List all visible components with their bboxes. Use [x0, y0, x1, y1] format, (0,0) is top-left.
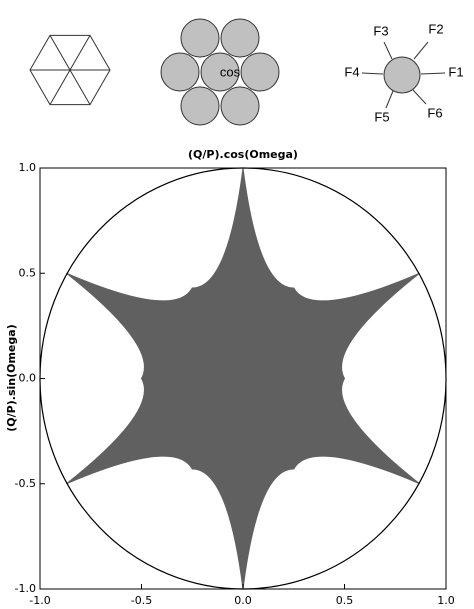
hex-line: [49, 35, 91, 105]
x-tick-label: -0.5: [131, 594, 152, 607]
force-arrow: [385, 90, 394, 109]
force-arrow: [361, 72, 384, 75]
fiber: [180, 86, 220, 126]
force-label: F4: [344, 64, 359, 79]
force-label: F1: [448, 64, 463, 79]
y-tick-label: 1.0: [19, 161, 37, 174]
fiber: [220, 86, 260, 126]
y-axis-label: (Q/P).sin(Omega): [5, 324, 18, 431]
star-area: [66, 167, 420, 590]
fiber: [240, 52, 280, 92]
y-tick-label: 0.5: [19, 266, 37, 279]
y-tick-label: 0.0: [19, 372, 37, 385]
x-tick-label: 1.0: [437, 594, 455, 607]
force-diagram: [361, 41, 446, 109]
y-tick-label: -1.0: [15, 582, 36, 595]
center-label: cos: [220, 64, 241, 79]
force-arrow: [383, 41, 393, 60]
circle-cluster: [160, 18, 280, 126]
x-tick-label: 0.5: [336, 594, 354, 607]
fiber: [160, 52, 200, 92]
force-label: F6: [427, 105, 442, 120]
force-arrow: [420, 72, 446, 75]
fiber: [220, 18, 260, 58]
force-arrow: [412, 89, 427, 105]
y-tick-label: -0.5: [15, 477, 36, 490]
force-label: F3: [373, 23, 388, 38]
fiber: [200, 52, 240, 92]
hexagon-diagram: [29, 34, 111, 106]
x-tick-label: 0.0: [234, 594, 252, 607]
force-label: F2: [428, 21, 443, 36]
particle: [383, 56, 421, 94]
chart-title: (Q/P).cos(Omega): [188, 148, 298, 161]
force-arrow: [413, 41, 429, 60]
force-label: F5: [374, 109, 389, 124]
x-tick-label: -1.0: [29, 594, 50, 607]
fiber: [180, 18, 220, 58]
